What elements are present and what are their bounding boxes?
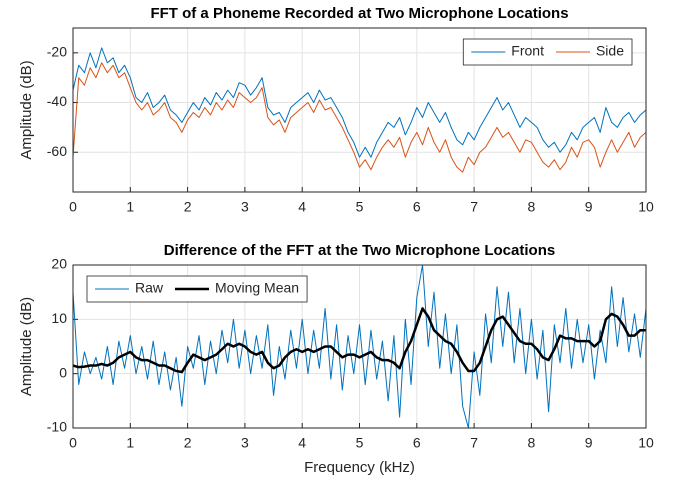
y-tick-label: -40 <box>47 93 67 109</box>
x-tick-label: 8 <box>528 199 536 215</box>
legend-label: Moving Mean <box>215 280 299 296</box>
legend: Raw Moving Mean <box>86 275 308 303</box>
x-tick-label: 9 <box>585 199 593 215</box>
x-axis-label: Frequency (kHz) <box>304 459 415 476</box>
x-tick-label: 5 <box>356 435 364 451</box>
legend-label: Front <box>511 43 544 59</box>
x-tick-label: 5 <box>356 199 364 215</box>
y-tick-label: -60 <box>47 143 67 159</box>
y-tick-label: -10 <box>47 419 67 435</box>
y-tick-label: 0 <box>59 364 67 380</box>
x-tick-label: 10 <box>638 435 654 451</box>
x-tick-label: 4 <box>298 435 306 451</box>
x-tick-label: 7 <box>470 199 478 215</box>
data-line <box>73 47 646 158</box>
x-tick-label: 8 <box>528 435 536 451</box>
axes-box <box>72 27 647 193</box>
y-axis-label: Amplitude (dB) <box>18 60 35 159</box>
x-tick-label: 10 <box>638 199 654 215</box>
x-tick-label: 3 <box>241 199 249 215</box>
x-tick-label: 1 <box>126 199 134 215</box>
x-tick-label: 2 <box>184 199 192 215</box>
data-line <box>73 62 646 173</box>
x-tick-label: 0 <box>69 435 77 451</box>
x-tick-label: 2 <box>184 435 192 451</box>
legend: Front Side <box>462 38 633 66</box>
chart-title: Difference of the FFT at the Two Microph… <box>164 242 555 259</box>
y-tick-label: -20 <box>47 44 67 60</box>
data-line <box>73 307 646 374</box>
x-tick-label: 6 <box>413 435 421 451</box>
axes-box <box>72 264 647 429</box>
y-axis-label: Amplitude (dB) <box>18 297 35 396</box>
data-line <box>73 265 646 428</box>
x-tick-label: 7 <box>470 435 478 451</box>
x-tick-label: 4 <box>298 199 306 215</box>
x-tick-label: 6 <box>413 199 421 215</box>
x-tick-label: 0 <box>69 199 77 215</box>
legend-label: Side <box>596 43 624 59</box>
x-tick-label: 9 <box>585 435 593 451</box>
x-tick-label: 1 <box>126 435 134 451</box>
legend-label: Raw <box>135 280 164 296</box>
y-tick-label: 20 <box>51 256 67 272</box>
y-tick-label: 10 <box>51 310 67 326</box>
chart-title: FFT of a Phoneme Recorded at Two Microph… <box>150 5 568 22</box>
x-tick-label: 3 <box>241 435 249 451</box>
